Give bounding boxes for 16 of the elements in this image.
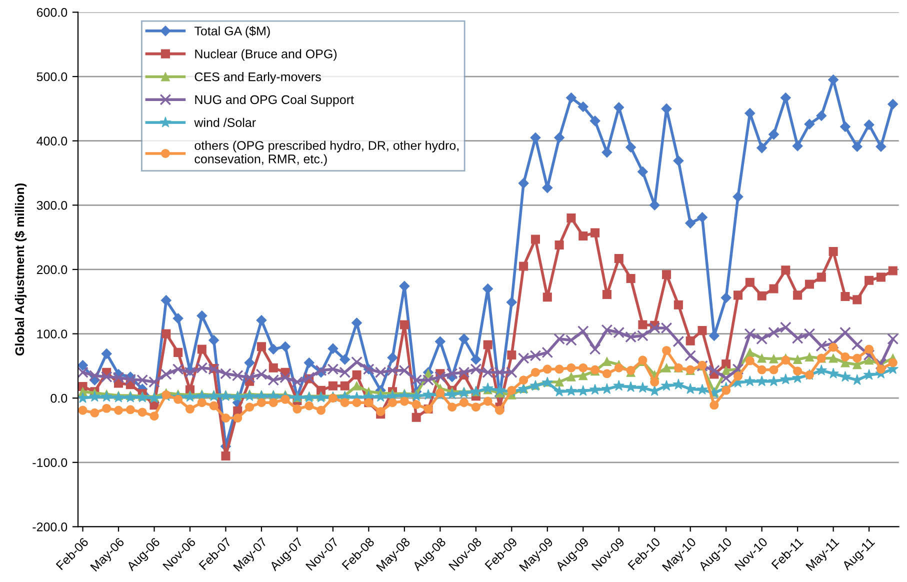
y-tick-label: 500.0 [36, 72, 68, 82]
y-tick-label: 600.0 [36, 8, 68, 17]
legend-label: Total GA ($M) [194, 26, 270, 38]
legend-label: wind /Solar [194, 118, 256, 128]
legend-label: NUG and OPG Coal Support [195, 94, 354, 107]
y-tick-label: 300.0 [36, 200, 68, 210]
y-tick-label: 100.0 [37, 330, 68, 338]
y-tick-label: -200.0 [32, 522, 68, 532]
y-axis-title: Global Adjustment ($ million) [14, 184, 27, 356]
legend-label: others (OPG prescribed hydro, DR, other hydro, consevation, RMR, etc.) [194, 140, 458, 166]
legend-label: Nuclear (Bruce and OPG) [195, 49, 337, 61]
y-tick-label: -100.0 [32, 458, 68, 468]
y-tick-label: 0.0 [50, 394, 68, 403]
legend-label: CES and Early-movers [194, 72, 321, 84]
y-tick-label: 400.0 [36, 136, 68, 146]
y-tick-label: 200.0 [36, 265, 68, 274]
